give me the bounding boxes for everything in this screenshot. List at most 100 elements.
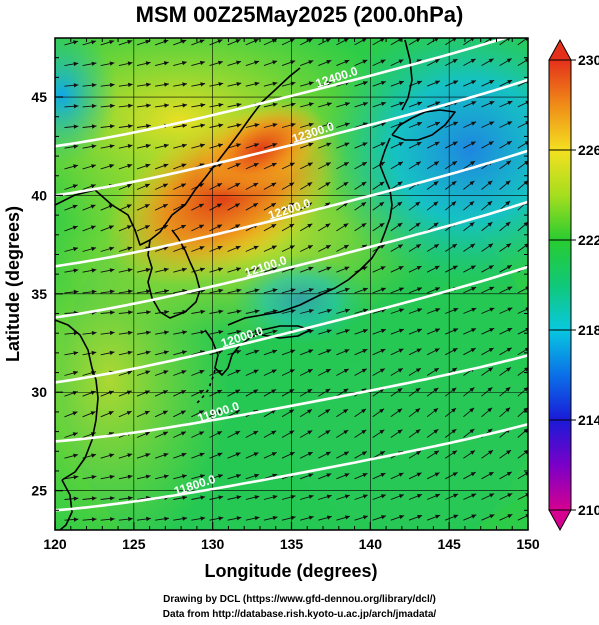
- wind-arrow-head: [199, 60, 205, 66]
- wind-arrow-head: [326, 494, 332, 499]
- wind-arrow-head: [272, 60, 278, 65]
- wind-arrow-head: [453, 514, 459, 519]
- colorbar-tick-label: 230: [578, 52, 599, 68]
- wind-arrow-head: [487, 201, 493, 206]
- wind-arrow-head: [470, 243, 475, 249]
- wind-arrow-head: [217, 246, 223, 250]
- wind-arrow-head: [362, 329, 368, 334]
- wind-arrow-head: [127, 61, 133, 66]
- wind-arrow-head: [218, 60, 223, 65]
- wind-arrow-head: [435, 287, 440, 292]
- wind-arrow-head: [73, 453, 78, 458]
- wind-arrow-head: [325, 451, 331, 456]
- wind-arrow-head: [308, 81, 314, 86]
- wind-arrow-head: [272, 349, 278, 354]
- wind-arrow-head: [379, 408, 385, 414]
- wind-arrow-head: [380, 287, 386, 292]
- wind-arrow-head: [415, 368, 421, 373]
- wind-arrow-head: [217, 431, 223, 436]
- wind-arrow-head: [218, 82, 224, 87]
- coast-korea: [147, 229, 201, 319]
- wind-arrow-head: [470, 38, 475, 42]
- wind-arrow-head: [236, 495, 242, 500]
- wind-arrow-head: [343, 409, 349, 414]
- wind-arrow-head: [109, 330, 115, 336]
- wind-arrow-head: [380, 142, 386, 147]
- wind-arrow-head: [235, 163, 241, 168]
- wind-arrow-head: [381, 515, 386, 520]
- wind-arrow-head: [307, 452, 313, 456]
- wind-arrow-head: [344, 349, 350, 354]
- coast-china-east: [55, 319, 99, 481]
- wind-arrow-head: [91, 475, 97, 480]
- wind-arrow-head: [90, 184, 96, 189]
- coast-taiwan: [59, 479, 73, 530]
- wind-arrow-head: [397, 181, 403, 186]
- wind-arrow-head: [398, 244, 403, 249]
- wind-arrow-head: [236, 329, 242, 335]
- wind-arrow-head: [451, 201, 457, 206]
- wind-arrow-head: [272, 143, 278, 148]
- wind-arrow-head: [271, 203, 276, 208]
- wind-arrow-head: [434, 59, 440, 64]
- wind-arrow-head: [416, 244, 421, 249]
- wind-arrow-head: [379, 451, 385, 456]
- wind-arrow-head: [181, 370, 187, 375]
- wind-arrow: [517, 493, 528, 500]
- wind-arrow-head: [326, 515, 332, 520]
- y-tick-label: 30: [31, 384, 47, 400]
- wind-arrow-head: [434, 348, 440, 353]
- wind-arrow-head: [326, 329, 332, 334]
- wind-arrow-head: [399, 515, 405, 520]
- wind-arrow-head: [289, 245, 295, 250]
- wind-arrow-head: [236, 309, 242, 314]
- wind-arrow-head: [217, 183, 223, 188]
- wind-arrow-head: [218, 474, 223, 479]
- wind-arrow-head: [344, 142, 350, 147]
- wind-arrow-head: [362, 287, 368, 292]
- wind-arrow-head: [507, 121, 513, 126]
- wind-arrow-head: [308, 473, 314, 478]
- wind-arrow-head: [506, 141, 512, 146]
- y-tick-label: 45: [31, 89, 47, 105]
- wind-arrow-head: [308, 494, 314, 499]
- wind-arrow-head: [73, 268, 79, 273]
- wind-arrow-head: [308, 142, 314, 147]
- wind-arrow-head: [253, 183, 259, 187]
- wind-arrow-head: [434, 472, 440, 477]
- wind-arrow-head: [109, 82, 115, 88]
- wind-arrow-head: [128, 310, 133, 315]
- wind-arrow-head: [363, 515, 368, 520]
- wind-arrow-head: [506, 471, 512, 476]
- wind-arrow-head: [452, 244, 457, 249]
- x-axis-label: Longitude (degrees): [204, 561, 377, 581]
- wind-arrow-head: [380, 81, 386, 85]
- wind-arrow-head: [236, 516, 242, 521]
- wind-arrow-head: [200, 330, 206, 335]
- wind-arrow-head: [108, 411, 114, 416]
- wind-arrow-head: [524, 471, 528, 476]
- wind-arrow-head: [254, 516, 260, 521]
- wind-arrow-head: [236, 102, 242, 108]
- wind-arrow-head: [471, 80, 477, 85]
- wind-arrow-head: [164, 82, 169, 87]
- wind-arrow-head: [127, 370, 133, 375]
- wind-arrow-head: [326, 308, 332, 314]
- wind-arrow-head: [326, 81, 332, 86]
- wind-arrow-head: [361, 223, 367, 228]
- wind-arrow-head: [254, 495, 260, 500]
- wind-arrow-head: [91, 289, 97, 294]
- wind-arrow-head: [271, 409, 276, 414]
- wind-arrow-head: [325, 369, 331, 374]
- wind-arrow-head: [435, 328, 440, 333]
- wind-arrow-head: [344, 329, 350, 334]
- wind-arrow-head: [487, 387, 493, 392]
- wind-arrow-head: [90, 411, 96, 416]
- colorbar-tick-label: 210: [578, 502, 599, 518]
- wind-arrow-head: [73, 104, 79, 109]
- wind-arrow-head: [434, 368, 439, 373]
- wind-arrow-head: [507, 493, 513, 498]
- wind-arrow-head: [524, 141, 528, 146]
- wind-arrow-head: [109, 144, 115, 149]
